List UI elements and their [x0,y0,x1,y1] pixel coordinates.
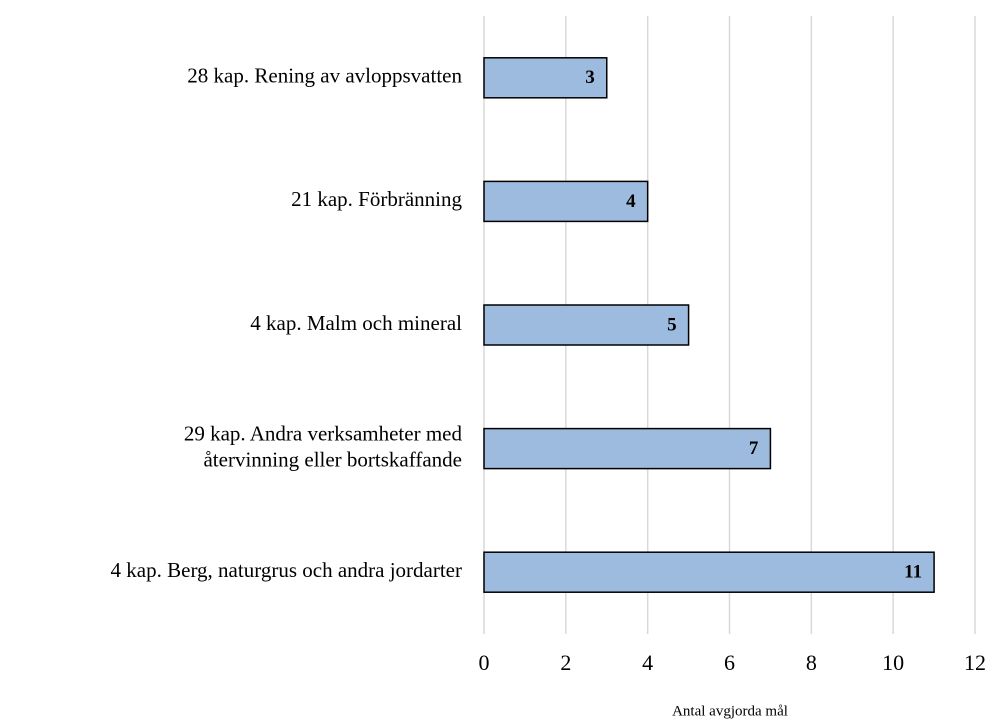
x-tick-label: 10 [882,650,904,675]
data-label: 7 [749,438,759,459]
x-tick-label: 6 [724,650,735,675]
x-axis-label: Antal avgjorda mål [672,703,788,719]
data-label: 5 [667,314,677,335]
bar [483,427,772,470]
x-tick-label: 8 [806,650,817,675]
data-label: 3 [585,67,595,88]
x-tick-label: 12 [964,650,986,675]
bar [483,551,935,593]
bar [483,57,608,99]
y-tick-label: 4 kap. Berg, naturgrus och andra jordart… [111,558,462,582]
y-tick-label: 29 kap. Andra verksamheter med återvinnin… [184,421,463,471]
data-label: 4 [626,191,636,212]
x-tick-label: 4 [642,650,653,675]
bar [483,304,690,346]
x-tick-label: 0 [479,650,490,675]
y-tick-label: 4 kap. Malm och mineral [250,311,462,335]
x-tick-label: 2 [560,650,571,675]
bar [483,180,649,223]
y-tick-label: 28 kap. Rening av avloppsvatten [187,64,462,88]
y-tick-label: 21 kap. Förbränning [291,187,462,211]
data-label: 11 [904,562,922,583]
